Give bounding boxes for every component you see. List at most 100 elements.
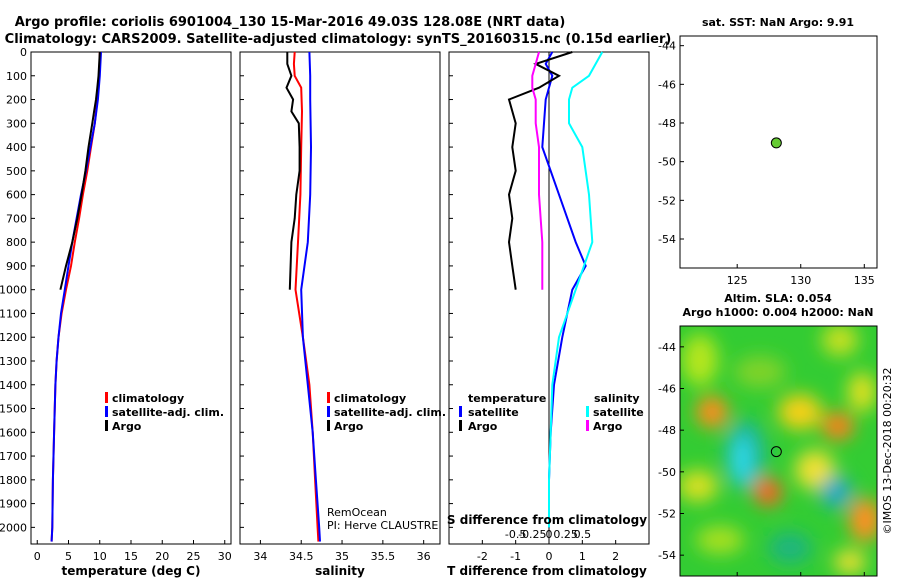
legend-climatology: climatology: [334, 392, 406, 405]
x-tick-label: -1: [510, 550, 521, 563]
legend-t-argo: Argo: [468, 420, 498, 433]
temperature-legend: climatology satellite-adj. clim. Argo: [105, 392, 224, 433]
x-tick-label: 0: [546, 550, 553, 563]
map-y-tick-label: -52: [658, 508, 676, 521]
legend-swatch-argo: [327, 420, 330, 431]
map-y-tick-label: -50: [658, 466, 676, 479]
x-tick-label: 34.5: [289, 550, 314, 563]
sla-title-line2: Argo h1000: 0.004 h2000: NaN: [682, 306, 873, 319]
remocean-label: RemOcean: [327, 506, 387, 519]
sst-map: 125 130 135 -44 -46 -48 -50 -52 -54: [658, 40, 875, 287]
x-tick-label: 25: [187, 550, 201, 563]
depth-tick-label: 1400: [0, 379, 27, 392]
difference-legend-salinity: salinity satellite Argo: [586, 392, 644, 433]
title-line2: Climatology: CARS2009. Satellite-adjuste…: [5, 32, 672, 47]
sst-map-title: sat. SST: NaN Argo: 9.91: [702, 16, 854, 29]
s-tick-label: 0.25: [553, 528, 578, 541]
depth-tick-label: 0: [20, 46, 27, 59]
depth-tick-label: 500: [6, 165, 27, 178]
map-x-tick-label: 135: [854, 274, 875, 287]
depth-tick-label: 1500: [0, 403, 27, 416]
x-tick-label: 20: [155, 550, 169, 563]
imos-credit: ©IMOS 13-Dec-2018 00:20:32: [881, 368, 894, 535]
depth-tick-label: 1000: [0, 284, 27, 297]
difference-legend-temperature: temperature satellite Argo: [459, 392, 546, 433]
sla-heatmap: [680, 326, 877, 576]
temperature-xlabel: temperature (deg C): [62, 564, 201, 578]
series-argo: [285, 52, 301, 290]
legend-swatch-s-argo: [586, 420, 589, 431]
legend-swatch-t-satellite: [459, 406, 462, 417]
map-x-tick-label: 125: [727, 274, 748, 287]
depth-tick-label: 1600: [0, 426, 27, 439]
map-y-tick-label: -46: [658, 383, 676, 396]
x-tick-label: -2: [477, 550, 488, 563]
s-tick-label: 0.5: [574, 528, 592, 541]
depth-tick-label: 600: [6, 189, 27, 202]
salinity-xlabel: salinity: [315, 564, 365, 578]
x-tick-label: 0: [34, 550, 41, 563]
map-y-tick-label: -52: [658, 194, 676, 207]
map-y-tick-label: -50: [658, 156, 676, 169]
pi-label: PI: Herve CLAUSTRE: [327, 519, 438, 532]
depth-tick-label: 400: [6, 141, 27, 154]
legend-swatch-satellite: [327, 406, 330, 417]
x-tick-label: 35.5: [371, 550, 396, 563]
sla-title-line1: Altim. SLA: 0.054: [724, 292, 832, 305]
series-s-satellite: [548, 51, 604, 528]
legend-swatch-climatology: [105, 392, 108, 403]
depth-tick-label: 2000: [0, 521, 27, 534]
depth-tick-label: 800: [6, 236, 27, 249]
legend-climatology: climatology: [112, 392, 184, 405]
argo-position-marker: [770, 446, 782, 458]
depth-tick-label: 900: [6, 260, 27, 273]
legend-satellite: satellite-adj. clim.: [112, 406, 224, 419]
depth-tick-label: 100: [6, 70, 27, 83]
map-y-tick-label: -44: [658, 40, 676, 53]
map-y-tick-label: -44: [658, 341, 676, 354]
legend-swatch-t-argo: [459, 420, 462, 431]
map-y-tick-label: -46: [658, 78, 676, 91]
s-tick-label: 0: [546, 528, 553, 541]
legend-argo: Argo: [112, 420, 142, 433]
legend-swatch-satellite: [105, 406, 108, 417]
legend-s-satellite: satellite: [593, 406, 644, 419]
legend-temperature-heading: temperature: [468, 392, 546, 405]
depth-tick-label: 700: [6, 212, 27, 225]
map-y-tick-label: -54: [658, 549, 676, 562]
temperature-plot: 0 5 10 15 20 25 30: [34, 51, 232, 563]
legend-satellite: satellite-adj. clim.: [334, 406, 446, 419]
argo-position-marker: [770, 137, 782, 149]
x-tick-label: 15: [124, 550, 138, 563]
map-y-tick-label: -48: [658, 424, 676, 437]
x-tick-label: 1: [579, 550, 586, 563]
difference-xlabel: T difference from climatology: [447, 564, 647, 578]
temperature-panel: [30, 51, 232, 545]
sst-map-panel: [679, 35, 878, 269]
depth-tick-label: 1100: [0, 307, 27, 320]
x-tick-label: 2: [612, 550, 619, 563]
x-tick-label: 10: [93, 550, 107, 563]
series-satellite-adj-clim-: [300, 51, 321, 542]
x-tick-label: 30: [218, 550, 232, 563]
legend-t-satellite: satellite: [468, 406, 519, 419]
s-tick-label: -0.25: [518, 528, 546, 541]
depth-axis: 0 100 200 300 400 500 600 700 800 900 1000 1100 1200…: [0, 46, 453, 534]
map-y-tick-label: -54: [658, 233, 676, 246]
depth-tick-label: 300: [6, 117, 27, 130]
salinity-panel: [239, 51, 441, 545]
map-x-tick-label: 130: [790, 274, 811, 287]
difference-plot: -2 -1 0 1 2 -0.5-0.250 0.250.5: [477, 51, 619, 563]
x-tick-label: 35: [335, 550, 349, 563]
s-tick-label: -0.5: [505, 528, 526, 541]
depth-tick-label: 1900: [0, 498, 27, 511]
series-satellite-adj-clim-: [50, 51, 102, 542]
series-argo: [59, 51, 101, 290]
map-y-tick-label: -48: [658, 117, 676, 130]
x-tick-label: 34: [253, 550, 267, 563]
depth-tick-label: 1800: [0, 474, 27, 487]
legend-swatch-s-satellite: [586, 406, 589, 417]
heatmap-anomalies: [680, 326, 877, 574]
depth-tick-label: 1200: [0, 331, 27, 344]
